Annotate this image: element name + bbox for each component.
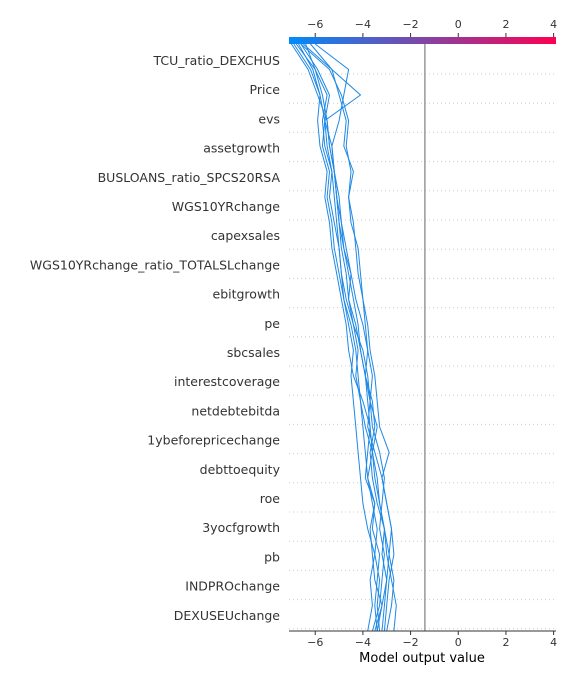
decision-path-line <box>299 44 380 631</box>
bottom-tick-label: −4 <box>355 636 371 649</box>
top-tick-label: −2 <box>402 18 418 31</box>
feature-label: TCU_ratio_DEXCHUS <box>153 53 281 68</box>
decision-path-line <box>291 44 394 631</box>
feature-label: netdebtebitda <box>191 403 280 418</box>
colorbar-gradient <box>289 37 556 44</box>
feature-label: evs <box>258 111 280 126</box>
feature-label: WGS10YRchange <box>172 199 281 214</box>
top-tick-label: −4 <box>355 18 371 31</box>
bottom-tick-label: 0 <box>455 636 462 649</box>
feature-label: interestcoverage <box>174 374 280 389</box>
decision-path-line <box>303 44 394 631</box>
x-axis-title: Model output value <box>359 651 485 666</box>
bottom-tick-label: 4 <box>550 636 557 649</box>
feature-label: assetgrowth <box>203 141 280 156</box>
feature-label: DEXUSEUchange <box>174 608 281 623</box>
feature-label: 1ybeforepricechange <box>147 433 280 448</box>
bottom-tick-label: −2 <box>402 636 418 649</box>
feature-label: pb <box>264 549 280 564</box>
top-tick-label: 0 <box>455 18 462 31</box>
top-tick-label: −6 <box>307 18 323 31</box>
bottom-tick-label: 2 <box>502 636 509 649</box>
feature-label: INDPROchange <box>185 579 280 594</box>
bottom-tick-label: −6 <box>307 636 323 649</box>
top-tick-label: 2 <box>502 18 509 31</box>
feature-label: pe <box>264 316 280 331</box>
feature-label: sbcsales <box>227 345 280 360</box>
feature-label: capexsales <box>211 228 280 243</box>
feature-label: ebitgrowth <box>213 287 281 302</box>
feature-label: WGS10YRchange_ratio_TOTALSLchange <box>30 257 280 272</box>
feature-label: roe <box>260 491 281 506</box>
feature-label: debttoequity <box>200 462 281 477</box>
feature-label: Price <box>250 82 281 97</box>
feature-label: 3yocfgrowth <box>202 520 280 535</box>
top-tick-label: 4 <box>550 18 557 31</box>
feature-label: BUSLOANS_ratio_SPCS20RSA <box>98 170 281 185</box>
